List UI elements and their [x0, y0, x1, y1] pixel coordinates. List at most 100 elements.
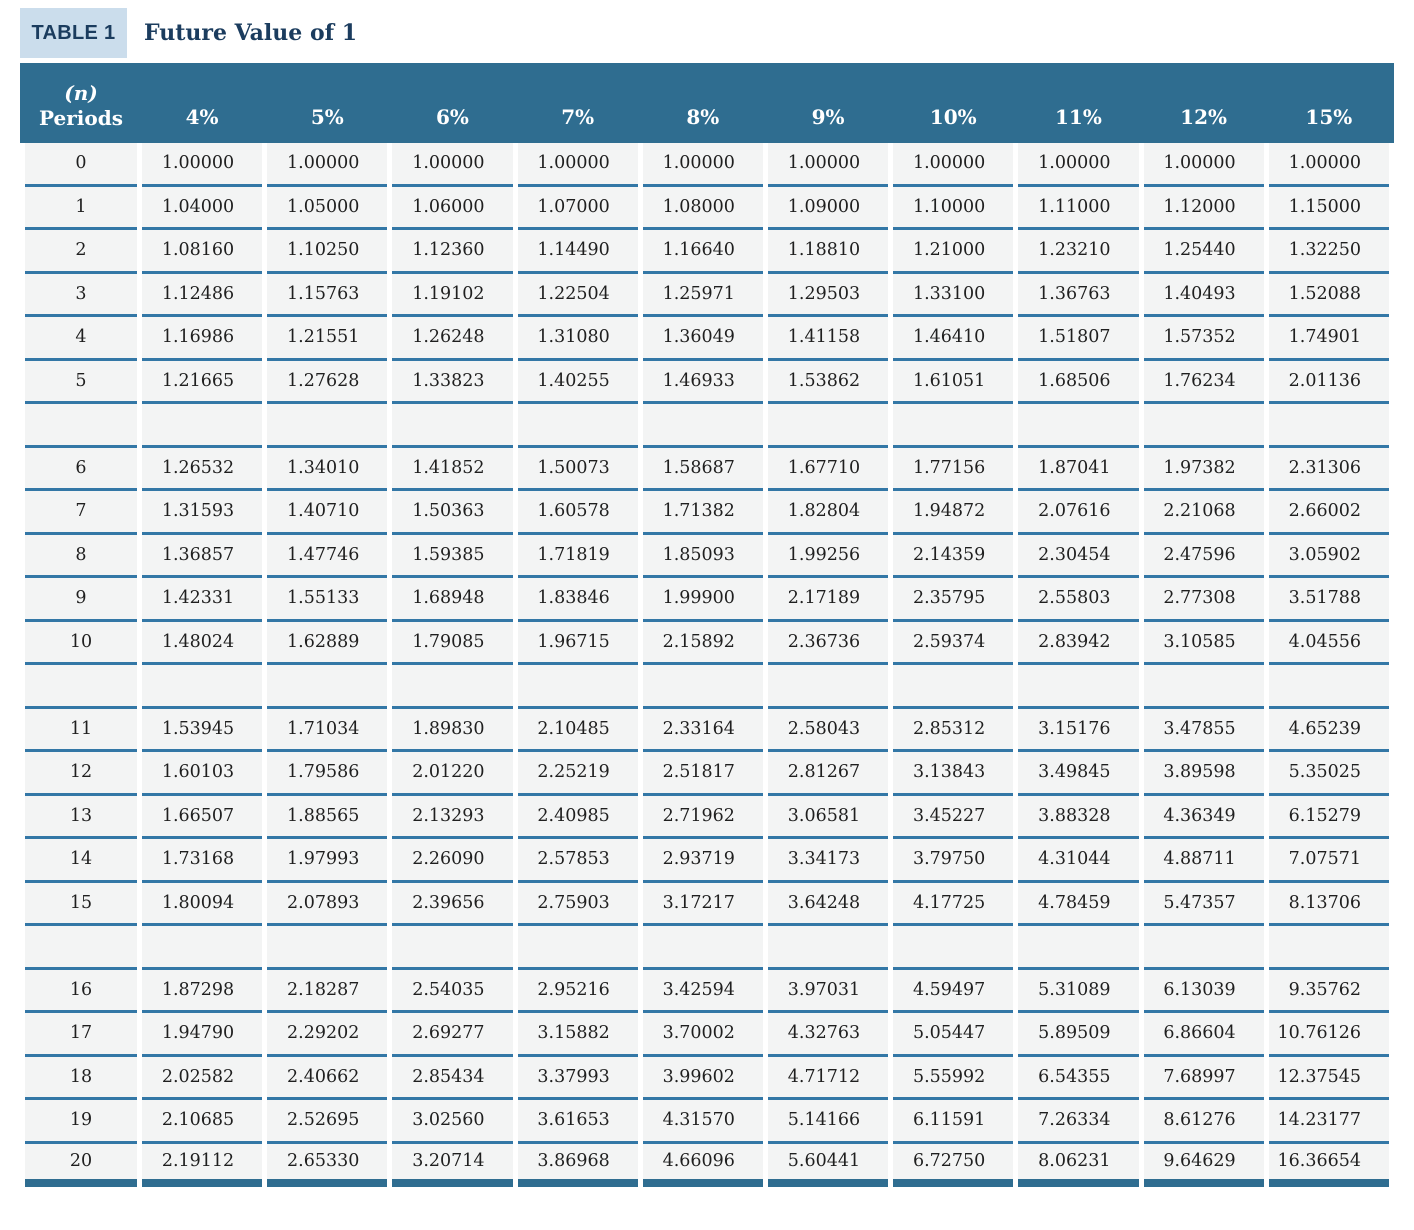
value-cell: 2.57853 — [517, 839, 638, 883]
value-cell: 2.35795 — [893, 578, 1014, 622]
value-cell: 2.29202 — [267, 1013, 388, 1057]
value-cell: 1.11000 — [1018, 186, 1139, 230]
value-cell: 4.17725 — [893, 882, 1014, 926]
value-cell: 1.27628 — [267, 360, 388, 404]
period-cell: 19 — [25, 1100, 137, 1144]
value-cell: 3.99602 — [642, 1056, 763, 1100]
value-cell: 1.00000 — [642, 143, 763, 187]
spacer-cell — [767, 665, 889, 709]
value-cell: 1.21551 — [267, 317, 388, 361]
value-cell: 1.68948 — [392, 578, 513, 622]
value-cell: 2.83942 — [1018, 621, 1139, 665]
page: TABLE 1 Future Value of 1 (n) Periods 4%… — [20, 8, 1394, 1187]
value-cell: 7.07571 — [1268, 839, 1389, 883]
table-row: 19 2.10685 2.52695 3.02560 3.61653 4.31570 5.1… — [25, 1100, 1389, 1144]
value-cell: 2.26090 — [392, 839, 513, 883]
value-cell: 1.26248 — [392, 317, 513, 361]
rate-column-header: 15% — [1268, 63, 1389, 143]
value-cell: 2.40985 — [517, 795, 638, 839]
spacer-cell — [1018, 926, 1139, 970]
table-caption: TABLE 1 Future Value of 1 — [20, 8, 1394, 58]
value-cell: 3.10585 — [1143, 621, 1264, 665]
spacer-cell — [517, 665, 638, 709]
value-cell: 1.41158 — [767, 317, 889, 361]
period-cell: 3 — [25, 273, 137, 317]
value-cell: 1.94790 — [142, 1013, 263, 1057]
value-cell: 1.06000 — [392, 186, 513, 230]
table-row: 20 2.19112 2.65330 3.20714 3.86968 4.66096 5.6… — [25, 1143, 1389, 1187]
value-cell: 4.31570 — [642, 1100, 763, 1144]
value-cell: 2.85434 — [392, 1056, 513, 1100]
rate-column-header: 4% — [142, 63, 263, 143]
value-cell: 1.89830 — [392, 708, 513, 752]
value-cell: 3.34173 — [767, 839, 889, 883]
value-cell: 5.31089 — [1018, 969, 1139, 1013]
table-header: (n) Periods 4% 5% 6% 7% 8% 9% 10% 11% 12% 15% — [25, 63, 1389, 143]
value-cell: 3.51788 — [1268, 578, 1389, 622]
value-cell: 1.42331 — [142, 578, 263, 622]
period-cell: 14 — [25, 839, 137, 883]
value-cell: 9.35762 — [1268, 969, 1389, 1013]
spacer-cell — [142, 926, 263, 970]
rate-column-header: 11% — [1018, 63, 1139, 143]
value-cell: 2.14359 — [893, 534, 1014, 578]
value-cell: 2.55803 — [1018, 578, 1139, 622]
value-cell: 5.35025 — [1268, 752, 1389, 796]
rate-column-header: 12% — [1143, 63, 1264, 143]
value-cell: 1.31080 — [517, 317, 638, 361]
value-cell: 1.25440 — [1143, 230, 1264, 274]
value-cell: 1.25971 — [642, 273, 763, 317]
value-cell: 3.15882 — [517, 1013, 638, 1057]
periods-header-n: (n) — [64, 81, 98, 105]
value-cell: 1.85093 — [642, 534, 763, 578]
value-cell: 1.76234 — [1143, 360, 1264, 404]
value-cell: 3.02560 — [392, 1100, 513, 1144]
period-cell: 13 — [25, 795, 137, 839]
spacer-cell — [392, 926, 513, 970]
value-cell: 8.61276 — [1143, 1100, 1264, 1144]
spacer-cell — [267, 404, 388, 448]
spacer-cell — [1143, 404, 1264, 448]
value-cell: 2.93719 — [642, 839, 763, 883]
value-cell: 1.16986 — [142, 317, 263, 361]
value-cell: 5.05447 — [893, 1013, 1014, 1057]
value-cell: 1.26532 — [142, 447, 263, 491]
value-cell: 6.13039 — [1143, 969, 1264, 1013]
value-cell: 2.19112 — [142, 1143, 263, 1187]
value-cell: 2.18287 — [267, 969, 388, 1013]
value-cell: 3.79750 — [893, 839, 1014, 883]
value-cell: 4.78459 — [1018, 882, 1139, 926]
value-cell: 3.15176 — [1018, 708, 1139, 752]
value-cell: 1.99900 — [642, 578, 763, 622]
value-cell: 1.15000 — [1268, 186, 1389, 230]
value-cell: 6.15279 — [1268, 795, 1389, 839]
value-cell: 6.54355 — [1018, 1056, 1139, 1100]
value-cell: 1.60103 — [142, 752, 263, 796]
value-cell: 1.22504 — [517, 273, 638, 317]
spacer-cell — [1268, 926, 1389, 970]
table-number-label: TABLE 1 — [31, 21, 116, 44]
spacer-cell — [25, 665, 137, 709]
value-cell: 1.94872 — [893, 491, 1014, 535]
value-cell: 1.21665 — [142, 360, 263, 404]
period-cell: 10 — [25, 621, 137, 665]
table-row: 16 1.87298 2.18287 2.54035 2.95216 3.42594 3.9… — [25, 969, 1389, 1013]
spacer-cell — [1143, 665, 1264, 709]
value-cell: 1.68506 — [1018, 360, 1139, 404]
spacer-cell — [1268, 665, 1389, 709]
value-cell: 2.85312 — [893, 708, 1014, 752]
value-cell: 2.39656 — [392, 882, 513, 926]
value-cell: 1.60578 — [517, 491, 638, 535]
value-cell: 1.97993 — [267, 839, 388, 883]
value-cell: 2.47596 — [1143, 534, 1264, 578]
value-cell: 2.36736 — [767, 621, 889, 665]
value-cell: 2.15892 — [642, 621, 763, 665]
period-cell: 7 — [25, 491, 137, 535]
spacer-cell — [517, 404, 638, 448]
value-cell: 3.89598 — [1143, 752, 1264, 796]
value-cell: 3.17217 — [642, 882, 763, 926]
table-row: 5 1.21665 1.27628 1.33823 1.40255 1.46933 1.53… — [25, 360, 1389, 404]
table-row: 12 1.60103 1.79586 2.01220 2.25219 2.51817 2.8… — [25, 752, 1389, 796]
value-cell: 5.55992 — [893, 1056, 1014, 1100]
value-cell: 1.83846 — [517, 578, 638, 622]
